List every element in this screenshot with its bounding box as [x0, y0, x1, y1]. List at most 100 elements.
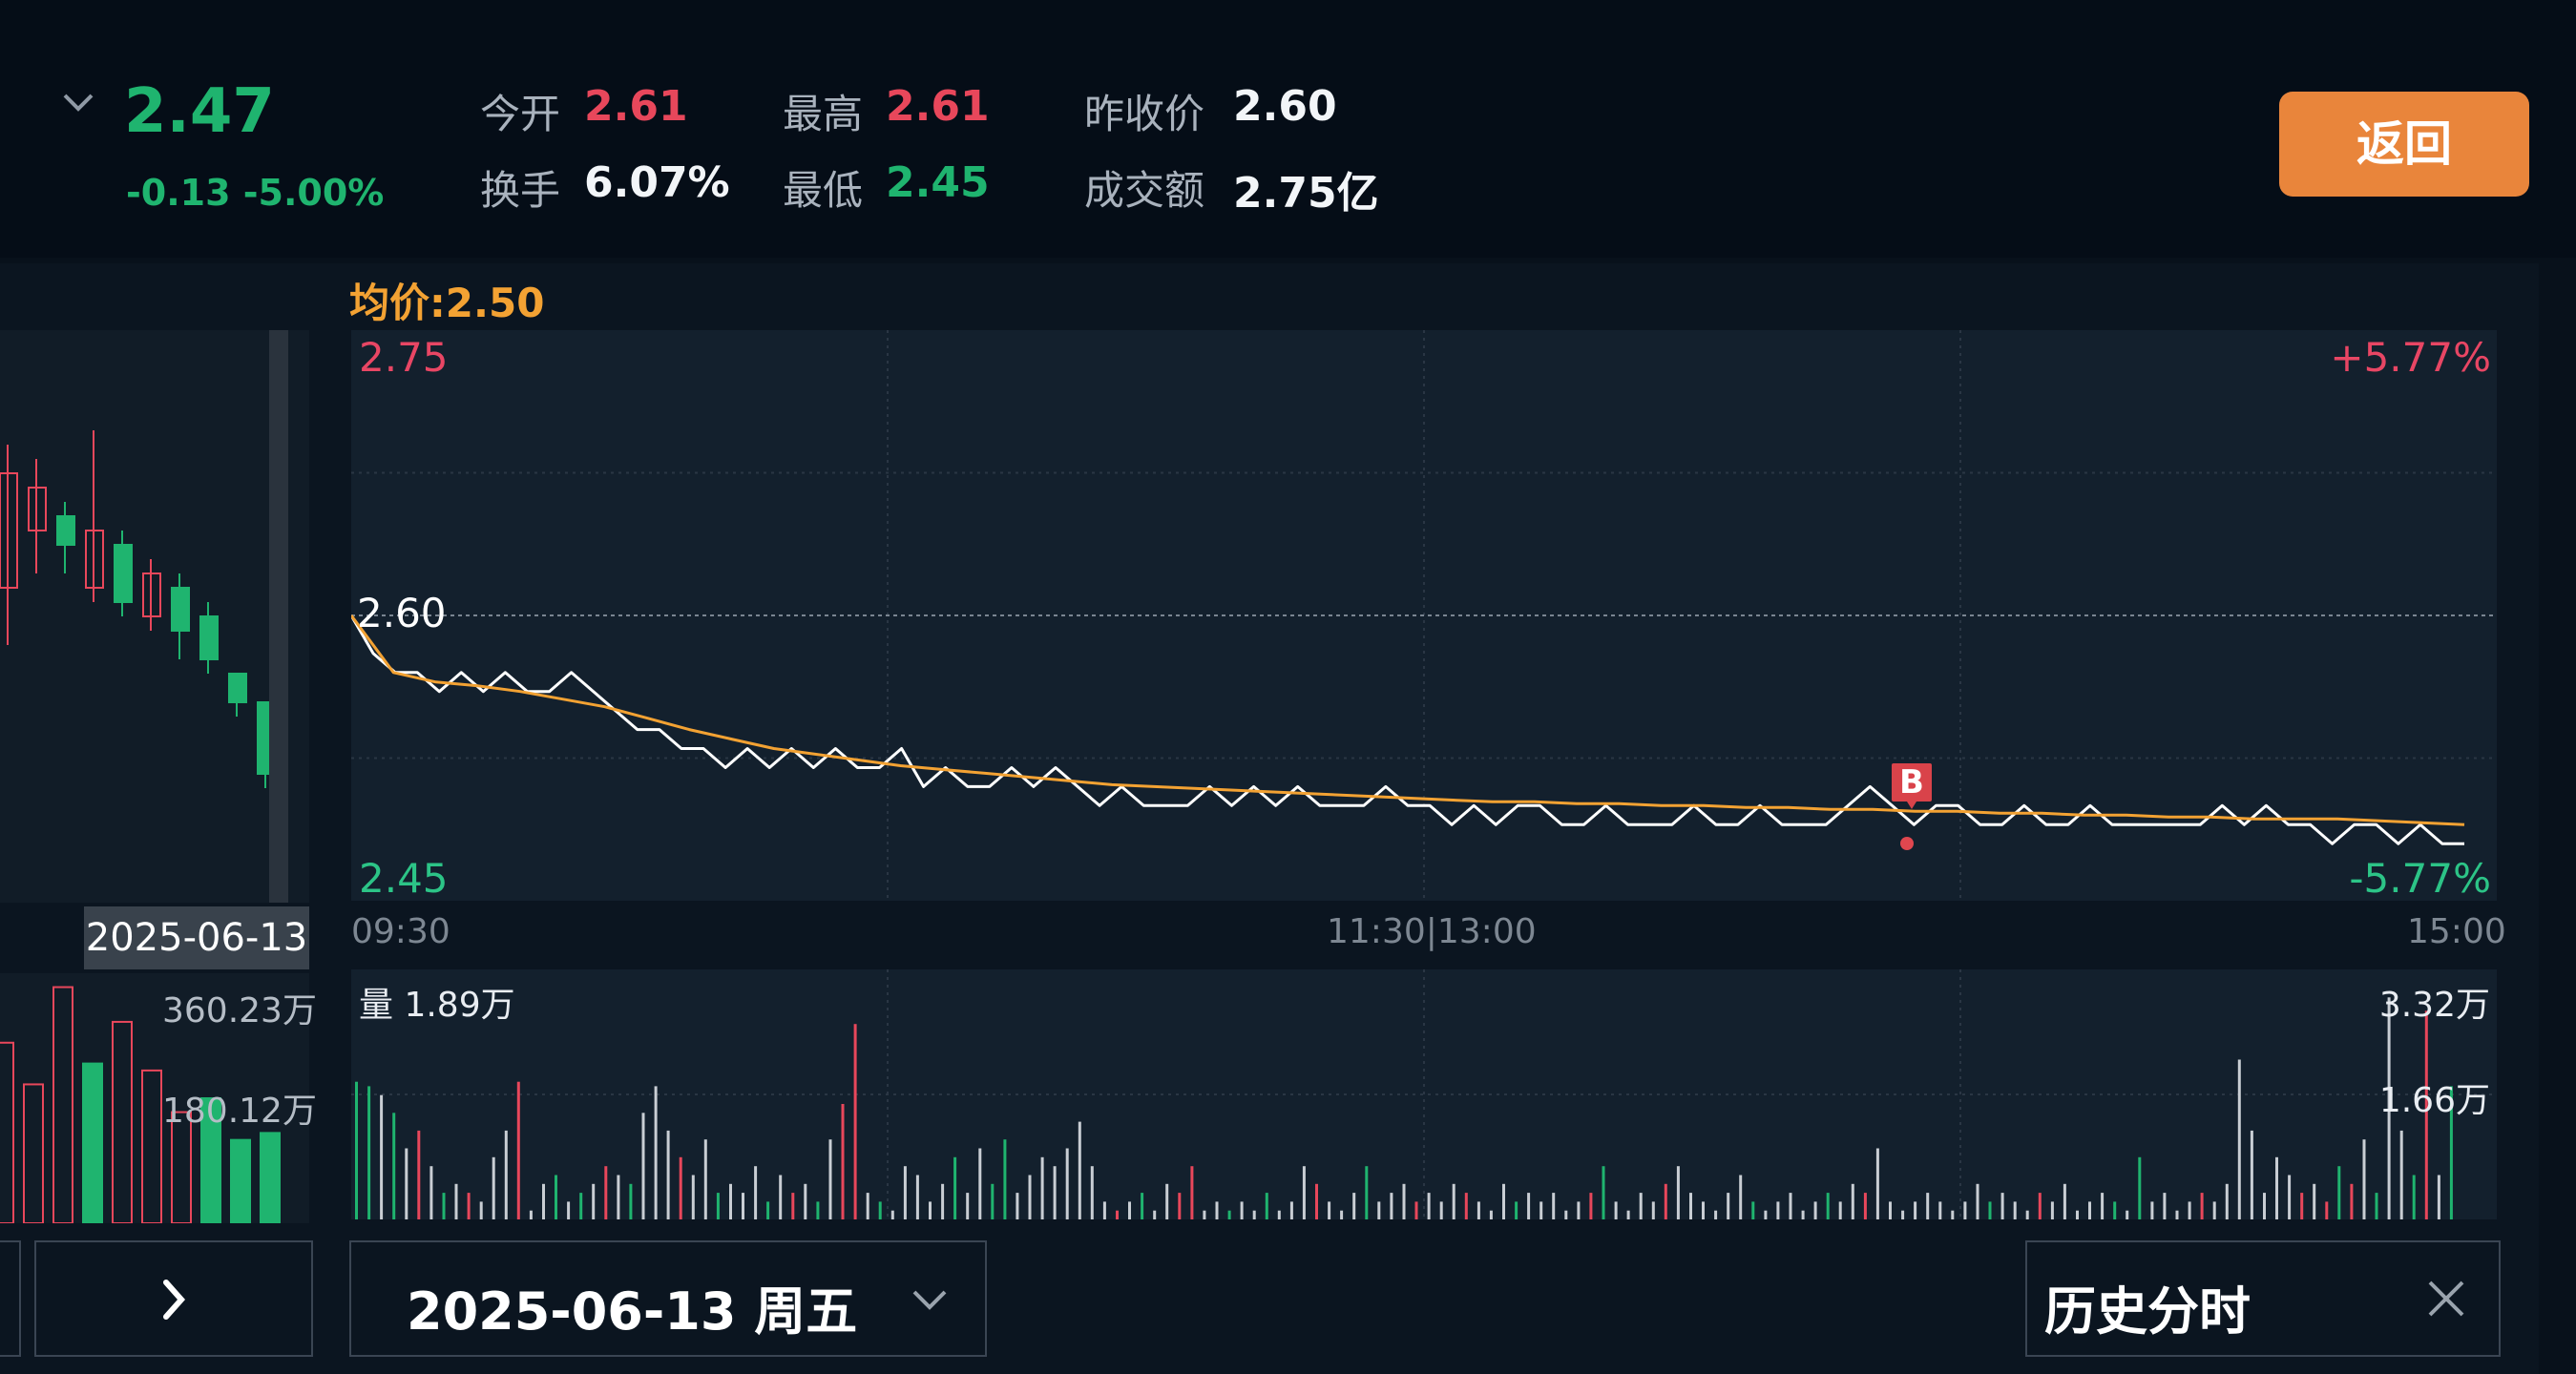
volume-bar — [2000, 1193, 2004, 1219]
candle-body — [142, 572, 161, 617]
volume-bar — [2025, 1210, 2029, 1219]
candle-body — [28, 487, 47, 531]
volume-bar — [1153, 1210, 1157, 1219]
volume-bar — [1227, 1210, 1231, 1219]
volume-bar — [1028, 1175, 1032, 1219]
volume-bar — [2050, 1201, 2054, 1219]
candle-body — [0, 472, 18, 589]
kline-volume-bar — [260, 1132, 281, 1224]
volume-bar — [2188, 1201, 2191, 1219]
volume-bar — [1116, 1210, 1119, 1219]
stat-label-high: 最高 — [783, 91, 864, 137]
volume-bar — [579, 1193, 583, 1219]
kline-volume-bar — [112, 1020, 133, 1224]
volume-bar — [555, 1175, 557, 1219]
volume-bar — [1102, 1201, 1106, 1219]
history-intraday-label: 历史分时 — [2044, 1281, 2251, 1342]
intraday-price-chart[interactable] — [349, 330, 2497, 901]
next-day-button[interactable] — [34, 1240, 313, 1357]
volume-bar — [1003, 1139, 1007, 1219]
volume-bar — [1328, 1201, 1331, 1219]
history-intraday-tab[interactable]: 历史分时 — [2025, 1240, 2501, 1357]
volume-bar — [1464, 1193, 1468, 1219]
volume-bar — [1602, 1166, 1605, 1219]
volume-bar — [1751, 1201, 1755, 1219]
kline-volume-bar — [230, 1138, 251, 1225]
volume-bar — [878, 1201, 882, 1219]
volume-bar — [2362, 1139, 2366, 1219]
volume-bar — [1639, 1193, 1643, 1219]
volume-bar — [1714, 1210, 1718, 1219]
volume-bar — [966, 1193, 970, 1219]
volume-bar — [2063, 1183, 2066, 1219]
volume-bar — [2288, 1175, 2292, 1219]
chevron-right-icon — [151, 1271, 199, 1328]
volume-bar — [604, 1166, 608, 1219]
volume-bar — [2412, 1175, 2416, 1219]
time-axis-end: 15:00 — [2407, 912, 2506, 951]
stat-label-amount: 成交额 — [1084, 167, 1205, 214]
price-line — [349, 614, 2464, 845]
volume-bar — [1739, 1175, 1743, 1219]
volume-bar — [1664, 1183, 1667, 1219]
volume-bar — [804, 1183, 807, 1219]
volume-bar — [679, 1156, 682, 1219]
price-axis-top: 2.75 — [359, 334, 449, 381]
volume-bar — [2313, 1183, 2316, 1219]
volume-bar — [1527, 1193, 1531, 1219]
volume-bar — [1577, 1201, 1581, 1219]
back-button[interactable]: 返回 — [2279, 92, 2529, 197]
volume-bar — [1165, 1183, 1169, 1219]
kline-scrollbar[interactable] — [269, 330, 288, 903]
percent-axis-top: +5.77% — [2330, 334, 2491, 381]
volume-bar — [666, 1130, 670, 1219]
volume-bar — [654, 1086, 658, 1219]
chevron-down-icon[interactable] — [59, 84, 97, 122]
volume-bar — [1539, 1201, 1543, 1219]
volume-bar — [2212, 1201, 2216, 1219]
prev-day-button[interactable] — [0, 1240, 21, 1357]
volume-bar — [1702, 1201, 1705, 1219]
volume-bar — [2437, 1175, 2440, 1219]
intraday-volume-chart[interactable] — [351, 969, 2497, 1219]
volume-bar — [754, 1166, 758, 1219]
volume-bar — [703, 1139, 707, 1219]
stat-label-turnover: 换手 — [480, 167, 561, 214]
volume-bar — [1265, 1193, 1268, 1219]
volume-bar — [890, 1210, 894, 1219]
kline-svg — [0, 430, 276, 788]
volume-bar — [941, 1183, 945, 1219]
candle-body — [228, 673, 247, 703]
volume-bar — [1215, 1201, 1219, 1219]
volume-bar — [1515, 1201, 1518, 1219]
price-change: -0.13 -5.00% — [126, 172, 385, 214]
volume-bar — [2101, 1193, 2105, 1219]
percent-axis-bottom: -5.77% — [2349, 855, 2491, 902]
volume-bar — [1128, 1201, 1131, 1219]
volume-bar — [1065, 1148, 1069, 1219]
volume-bar — [2250, 1130, 2253, 1219]
volume-bar — [2449, 1086, 2453, 1219]
time-axis-start: 09:30 — [351, 912, 450, 951]
candle-body — [56, 515, 75, 546]
kline-mini-chart[interactable] — [0, 330, 309, 903]
volume-bar — [1589, 1193, 1593, 1219]
volume-bar — [853, 1024, 857, 1219]
volume-bar — [417, 1130, 421, 1219]
volume-bar — [1289, 1201, 1293, 1219]
volume-bar — [2350, 1183, 2354, 1219]
volume-bar — [2163, 1193, 2167, 1219]
volume-bar — [1315, 1183, 1318, 1219]
date-selector[interactable]: 2025-06-13 周五 — [349, 1240, 987, 1357]
stat-value-amount: 2.75亿 — [1233, 169, 1379, 218]
candle-body — [85, 530, 104, 589]
close-icon[interactable] — [2422, 1275, 2470, 1322]
volume-bar — [2375, 1193, 2378, 1219]
volume-label: 量 1.89万 — [359, 986, 515, 1025]
buy-marker[interactable]: B — [1890, 761, 1934, 811]
volume-bar — [816, 1201, 820, 1219]
volume-bar — [1377, 1201, 1381, 1219]
volume-bar — [1963, 1201, 1967, 1219]
volume-bar — [828, 1139, 832, 1219]
volume-bar — [1252, 1210, 1256, 1219]
